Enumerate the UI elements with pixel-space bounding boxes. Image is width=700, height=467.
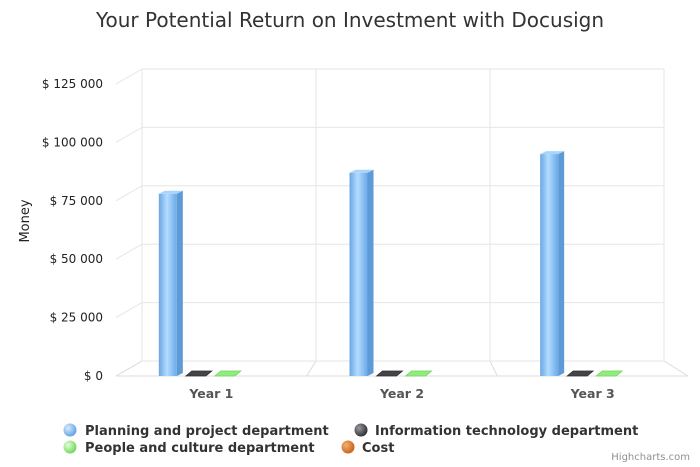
x-axis-categories: Year 1 Year 2 Year 3 <box>188 386 614 401</box>
y-tick-label: $ 0 <box>84 369 103 383</box>
legend-marker <box>341 440 355 454</box>
credits-link[interactable]: Highcharts.com <box>611 452 690 463</box>
legend-label: Cost <box>362 441 394 456</box>
legend-item[interactable]: Planning and project department <box>63 423 329 440</box>
x-category-label: Year 1 <box>188 386 233 401</box>
bar[interactable] <box>213 370 242 377</box>
legend-marker <box>63 423 77 437</box>
y-tick-label: $ 125 000 <box>42 77 103 91</box>
bar-zero <box>595 370 624 377</box>
bar[interactable] <box>375 370 404 377</box>
legend-item[interactable]: Cost <box>341 440 395 457</box>
bars <box>158 151 624 377</box>
gridline-side <box>115 185 143 202</box>
y-tick-label: $ 25 000 <box>50 311 103 325</box>
bar[interactable] <box>184 370 213 377</box>
legend: Planning and project department Informati… <box>63 423 639 457</box>
y-axis-title: Money <box>18 199 33 242</box>
gridline-side <box>115 68 143 85</box>
y-tick-label: $ 75 000 <box>50 194 103 208</box>
bar-zero <box>213 370 242 377</box>
bar[interactable] <box>404 370 433 377</box>
bar[interactable] <box>566 370 595 377</box>
bar-zero <box>404 370 433 377</box>
bar[interactable] <box>349 169 374 376</box>
legend-label: Planning and project department <box>85 424 329 439</box>
legend-label: Information technology department <box>375 424 638 439</box>
legend-marker <box>354 423 368 437</box>
bar[interactable] <box>595 370 624 377</box>
bar-top <box>158 190 183 194</box>
legend-item[interactable]: People and culture department <box>63 440 315 457</box>
bar-front <box>349 172 368 376</box>
bar[interactable] <box>158 190 183 376</box>
bar[interactable] <box>540 151 565 376</box>
legend-label: People and culture department <box>85 441 315 456</box>
floor-divider <box>489 360 498 377</box>
grid <box>115 68 689 377</box>
gridline-side <box>115 126 143 143</box>
gridline-side <box>115 243 143 260</box>
y-tick-label: $ 50 000 <box>50 252 103 266</box>
bar-side <box>367 169 374 376</box>
x-category-label: Year 3 <box>570 386 615 401</box>
legend-item[interactable]: Information technology department <box>354 423 639 440</box>
bar-top <box>540 151 565 155</box>
bar-side <box>176 190 183 376</box>
bar-front <box>158 193 177 376</box>
bar-zero <box>375 370 404 377</box>
y-axis-ticks: $ 0 $ 25 000 $ 50 000 $ 75 000 $ 100 000 $ 12… <box>42 77 103 383</box>
x-category-label: Year 2 <box>379 386 424 401</box>
bar-side <box>558 151 565 376</box>
bar-zero <box>566 370 595 377</box>
legend-marker <box>63 440 77 454</box>
bar-top <box>349 169 374 173</box>
chart-title: Your Potential Return on Investment with… <box>95 8 604 32</box>
bar-zero <box>184 370 213 377</box>
floor-divider <box>115 360 143 377</box>
floor-divider <box>663 360 689 377</box>
bar-front <box>540 154 559 376</box>
floor-divider <box>306 360 317 377</box>
gridline-side <box>115 302 143 319</box>
y-tick-label: $ 100 000 <box>42 135 103 149</box>
